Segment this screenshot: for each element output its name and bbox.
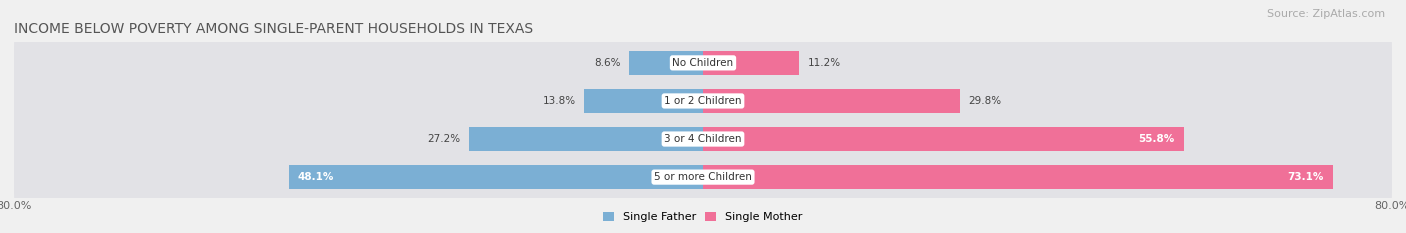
Text: Source: ZipAtlas.com: Source: ZipAtlas.com [1267,9,1385,19]
Bar [703,127,1184,151]
Text: 8.6%: 8.6% [593,58,620,68]
Bar [288,165,703,189]
Text: 55.8%: 55.8% [1139,134,1175,144]
FancyBboxPatch shape [14,66,1392,136]
Bar [703,51,800,75]
Text: 73.1%: 73.1% [1288,172,1324,182]
Text: No Children: No Children [672,58,734,68]
Legend: Single Father, Single Mother: Single Father, Single Mother [599,208,807,227]
Bar [628,51,703,75]
Text: 27.2%: 27.2% [427,134,460,144]
Bar [703,89,960,113]
Text: 11.2%: 11.2% [808,58,841,68]
Text: 1 or 2 Children: 1 or 2 Children [664,96,742,106]
Text: 29.8%: 29.8% [969,96,1001,106]
Text: 13.8%: 13.8% [543,96,575,106]
FancyBboxPatch shape [14,104,1392,174]
FancyBboxPatch shape [14,142,1392,212]
Text: 5 or more Children: 5 or more Children [654,172,752,182]
Bar [703,165,1333,189]
FancyBboxPatch shape [14,28,1392,98]
Bar [468,127,703,151]
Text: INCOME BELOW POVERTY AMONG SINGLE-PARENT HOUSEHOLDS IN TEXAS: INCOME BELOW POVERTY AMONG SINGLE-PARENT… [14,22,533,36]
Bar [583,89,703,113]
Text: 3 or 4 Children: 3 or 4 Children [664,134,742,144]
Text: 48.1%: 48.1% [298,172,333,182]
